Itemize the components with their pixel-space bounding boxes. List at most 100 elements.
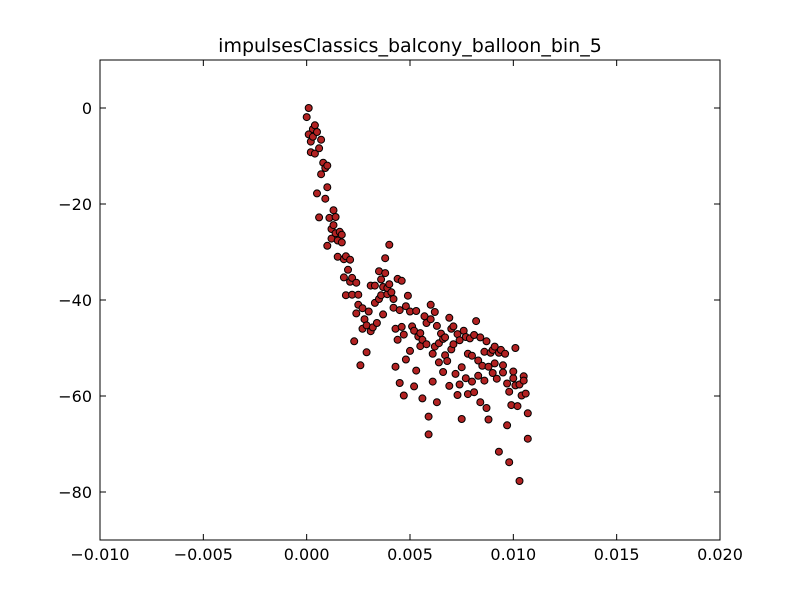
data-point xyxy=(499,368,507,377)
data-point xyxy=(461,374,470,383)
y-tick-label: −80 xyxy=(58,483,92,502)
data-point xyxy=(399,391,408,400)
x-tick-label: 0.000 xyxy=(284,545,330,564)
x-tick-label: 0.020 xyxy=(697,545,743,564)
data-point xyxy=(505,458,514,467)
data-point xyxy=(468,351,476,360)
data-point xyxy=(484,362,493,371)
data-point xyxy=(399,330,408,339)
data-point xyxy=(310,149,319,158)
data-point xyxy=(393,335,402,344)
data-point xyxy=(424,430,433,439)
data-point xyxy=(358,304,367,313)
data-point xyxy=(451,369,460,378)
data-point xyxy=(350,337,359,346)
data-point xyxy=(387,288,396,297)
x-tick-label: 0.005 xyxy=(387,545,433,564)
data-point xyxy=(379,310,388,319)
data-point xyxy=(426,315,435,324)
data-point xyxy=(385,240,394,249)
plot-frame xyxy=(99,59,721,541)
data-point xyxy=(492,374,501,383)
data-point xyxy=(403,291,412,300)
data-point xyxy=(315,213,324,222)
plot-area xyxy=(100,60,720,540)
data-point xyxy=(391,362,400,371)
data-point xyxy=(337,238,346,247)
data-point xyxy=(329,221,338,230)
y-tick-label: −40 xyxy=(58,291,92,310)
data-point xyxy=(482,337,491,346)
data-point xyxy=(346,255,355,264)
data-point xyxy=(505,387,514,396)
data-point xyxy=(412,366,421,375)
y-tick-label: −60 xyxy=(58,387,92,406)
data-point xyxy=(418,394,427,403)
data-point xyxy=(426,300,435,309)
data-point xyxy=(449,322,458,331)
data-point xyxy=(443,357,452,365)
data-point xyxy=(503,379,512,388)
data-point xyxy=(515,477,524,485)
data-point xyxy=(484,415,493,424)
data-point xyxy=(468,377,476,386)
data-point xyxy=(499,361,507,370)
data-point xyxy=(397,322,406,331)
data-point xyxy=(377,275,386,284)
data-point xyxy=(428,349,437,358)
data-point xyxy=(370,281,379,290)
data-point xyxy=(521,389,530,398)
data-point xyxy=(313,128,321,136)
data-point xyxy=(509,367,518,376)
y-tick-label: −20 xyxy=(58,195,92,214)
data-point xyxy=(455,380,464,389)
data-point xyxy=(323,183,332,192)
data-point xyxy=(395,379,404,387)
data-point xyxy=(455,336,464,345)
data-point xyxy=(344,265,352,274)
data-point xyxy=(304,104,313,112)
data-point xyxy=(397,276,406,285)
data-point xyxy=(310,121,319,130)
data-point xyxy=(315,144,324,153)
data-points xyxy=(302,104,532,485)
data-point xyxy=(364,307,373,316)
x-tick-label: 0.015 xyxy=(594,545,640,564)
data-point xyxy=(428,377,437,386)
data-point xyxy=(381,254,390,263)
data-point xyxy=(329,206,338,215)
data-point xyxy=(354,290,363,299)
data-point xyxy=(511,344,520,352)
data-point xyxy=(389,295,398,303)
data-point xyxy=(395,306,404,315)
data-point xyxy=(488,369,497,377)
data-point xyxy=(519,376,528,385)
y-tick-label: 0 xyxy=(82,99,92,118)
data-point xyxy=(480,376,489,385)
data-point xyxy=(401,355,410,364)
data-point xyxy=(339,273,348,282)
data-point xyxy=(424,412,433,421)
data-point xyxy=(476,398,485,407)
data-point xyxy=(453,391,462,399)
data-point xyxy=(323,241,332,250)
data-point xyxy=(302,113,311,122)
data-point xyxy=(482,404,491,412)
data-point xyxy=(416,329,425,338)
data-point xyxy=(523,409,532,418)
data-point xyxy=(494,447,503,456)
data-point xyxy=(323,161,332,170)
data-point xyxy=(470,388,479,397)
chart-title: impulsesClassics_balcony_balloon_bin_5 xyxy=(218,35,602,57)
data-point xyxy=(313,189,321,198)
data-point xyxy=(432,321,441,330)
data-point xyxy=(476,333,485,342)
data-point xyxy=(474,356,483,365)
data-point xyxy=(434,358,443,367)
data-point xyxy=(317,170,326,179)
data-point xyxy=(362,348,371,357)
data-point xyxy=(445,313,454,322)
data-point xyxy=(445,381,454,390)
data-point xyxy=(410,382,419,391)
x-tick-label: −0.005 xyxy=(174,545,233,564)
